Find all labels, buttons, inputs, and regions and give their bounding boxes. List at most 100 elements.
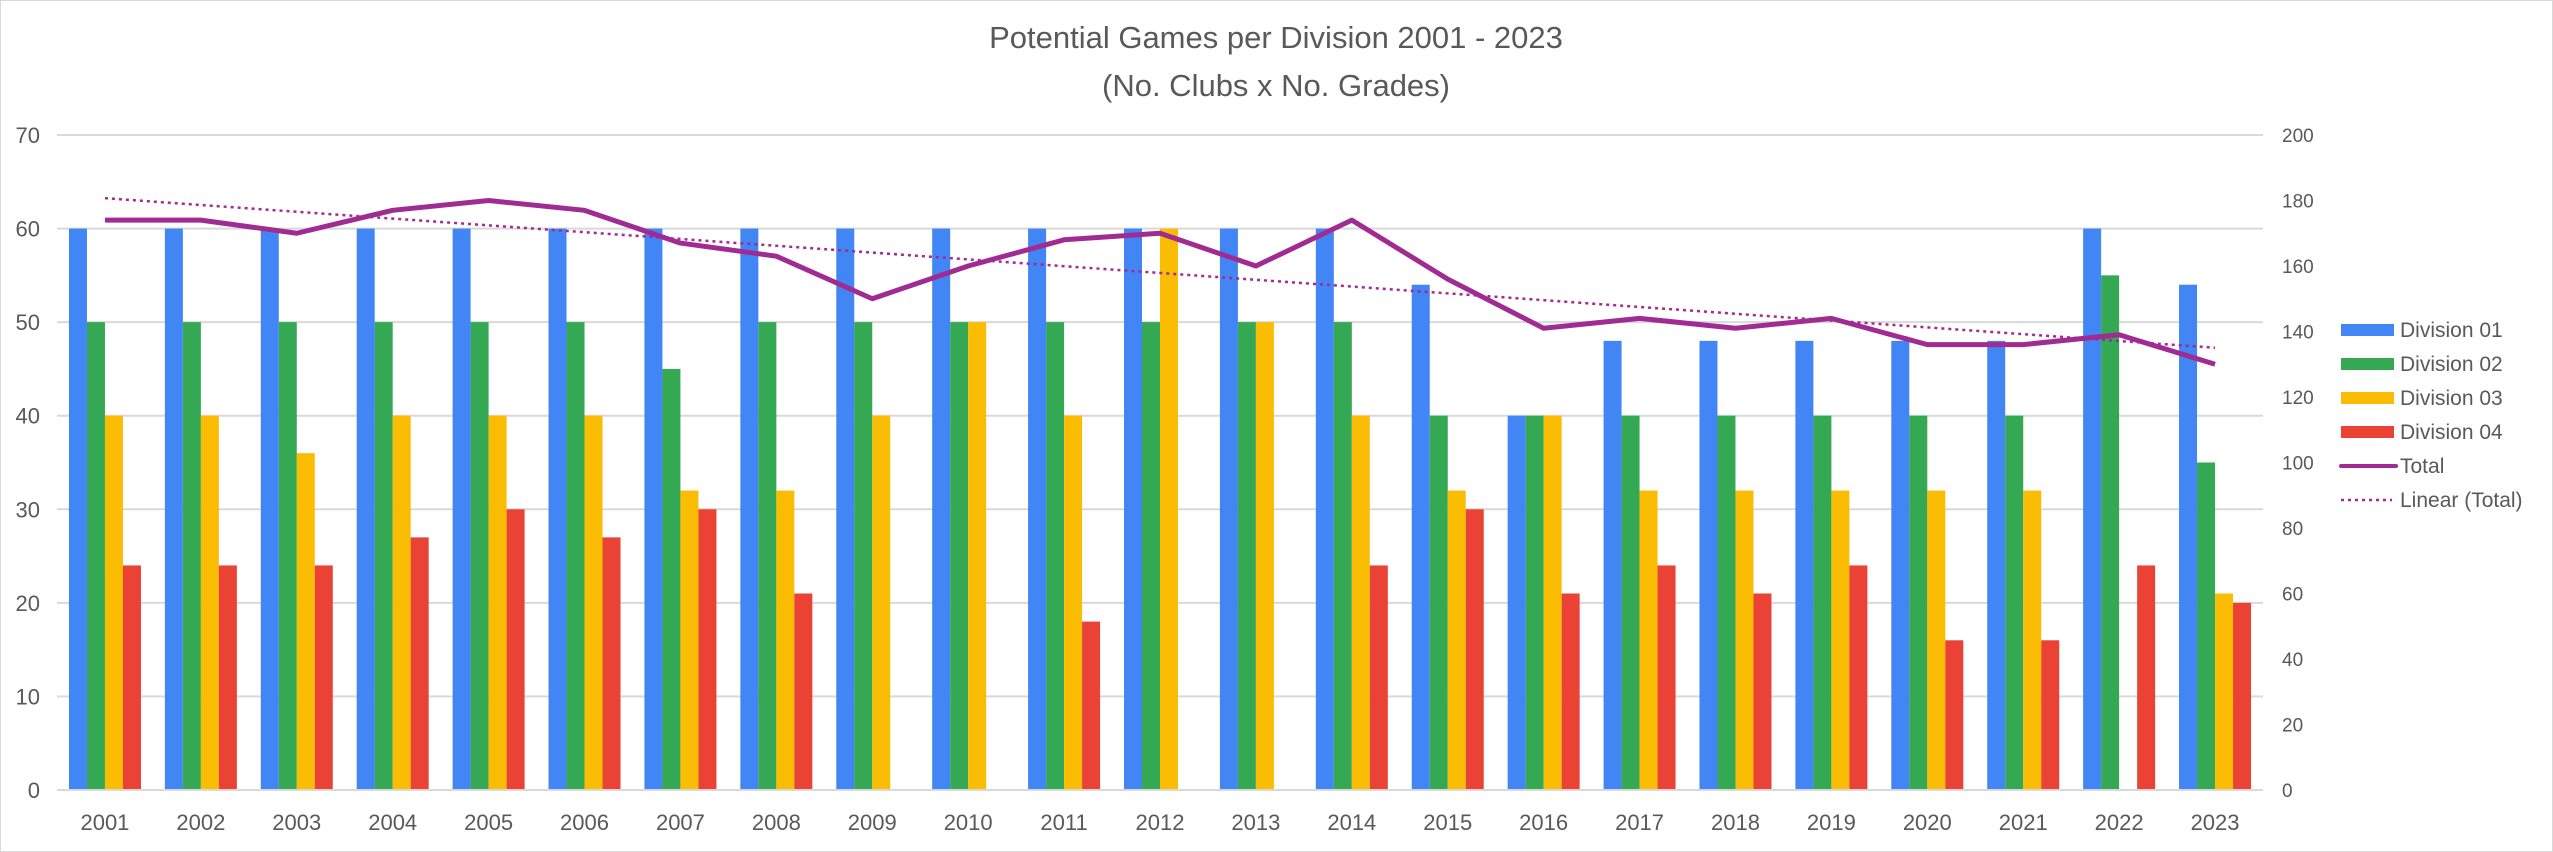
y2-tick-label: 180 [2282, 192, 2314, 213]
bar-division-02 [662, 368, 681, 790]
bar-division-01 [1795, 340, 1814, 790]
bar-division-03 [1927, 490, 1946, 790]
bar-division-04 [2041, 640, 2060, 790]
y-tick-label: 20 [16, 591, 40, 616]
bar-division-02 [2101, 275, 2120, 790]
bar-division-02 [374, 322, 393, 790]
y-tick-label: 30 [16, 497, 40, 522]
bar-division-02 [2197, 462, 2216, 790]
x-tick-label: 2023 [2191, 810, 2240, 835]
y2-tick-label: 40 [2282, 650, 2303, 671]
x-tick-label: 2021 [1999, 810, 2048, 835]
x-tick-label: 2001 [80, 810, 129, 835]
bar-division-02 [1429, 415, 1448, 790]
bar-division-01 [1603, 340, 1622, 790]
bar-division-01 [1411, 284, 1430, 790]
y-tick-label: 0 [28, 778, 40, 803]
bar-division-04 [314, 565, 333, 790]
bar-division-01 [260, 228, 279, 791]
bar-division-02 [854, 322, 873, 790]
y-tick-label: 40 [16, 404, 40, 429]
bar-division-01 [1124, 228, 1142, 791]
y-tick-label: 60 [16, 217, 40, 242]
bar-division-03 [1735, 490, 1754, 790]
x-tick-label: 2007 [656, 810, 705, 835]
bar-division-03 [1447, 490, 1466, 790]
bar-division-04 [1945, 640, 1964, 790]
bar-division-02 [1333, 322, 1352, 790]
y2-tick-label: 100 [2282, 454, 2314, 475]
bar-division-03 [968, 322, 987, 790]
x-tick-label: 2015 [1423, 810, 1472, 835]
bar-division-01 [1891, 340, 1910, 790]
bar-division-01 [1699, 340, 1718, 790]
bar-division-03 [392, 415, 411, 790]
x-tick-label: 2004 [368, 810, 417, 835]
y2-tick-label: 200 [2282, 126, 2314, 147]
bar-division-04 [410, 537, 429, 790]
bar-division-01 [644, 228, 663, 791]
lines [104, 196, 2216, 367]
bar-division-03 [1639, 490, 1658, 790]
bar-division-03 [776, 490, 795, 790]
bar-division-02 [86, 322, 105, 790]
bar-division-01 [1028, 228, 1047, 791]
x-tick-label: 2020 [1903, 810, 1952, 835]
legend-label: Division 01 [2400, 319, 2503, 342]
x-tick-label: 2002 [176, 810, 225, 835]
bar-division-04 [794, 593, 813, 790]
bar-division-02 [182, 322, 201, 790]
legend-label: Division 03 [2400, 387, 2503, 410]
bar-division-02 [566, 322, 585, 790]
bar-division-01 [1507, 415, 1526, 790]
bar-division-03 [1064, 415, 1083, 790]
bar-division-01 [452, 228, 471, 791]
x-tick-label: 2022 [2095, 810, 2144, 835]
y-tick-label: 10 [16, 684, 40, 709]
bar-division-03 [1351, 415, 1370, 790]
bar-division-01 [356, 228, 375, 791]
bar-division-03 [2215, 593, 2234, 790]
bar-division-01 [1987, 340, 2006, 790]
x-tick-label: 2018 [1711, 810, 1760, 835]
legend-label: Division 02 [2400, 353, 2503, 376]
bar-division-04 [1657, 565, 1676, 790]
bar-division-03 [1831, 490, 1850, 790]
y2-tick-label: 140 [2282, 323, 2314, 344]
x-tick-label: 2012 [1136, 810, 1185, 835]
bar-division-01 [1315, 228, 1334, 791]
y2-tick-label: 160 [2282, 257, 2314, 278]
bar-division-02 [1237, 322, 1256, 790]
legend-swatch [2341, 426, 2394, 438]
bar-division-01 [164, 228, 183, 791]
bar-division-04 [2233, 602, 2252, 790]
y2-tick-label: 120 [2282, 388, 2314, 409]
x-tick-label: 2009 [848, 810, 897, 835]
x-tick-label: 2005 [464, 810, 513, 835]
bar-division-01 [548, 228, 567, 791]
x-tick-label: 2013 [1231, 810, 1280, 835]
bar-division-04 [1465, 509, 1484, 790]
bar-division-04 [122, 565, 141, 790]
x-tick-label: 2003 [272, 810, 321, 835]
bar-division-03 [680, 490, 699, 790]
chart-title: Potential Games per Division 2001 - 2023 [989, 20, 1563, 55]
bar-division-03 [488, 415, 507, 790]
bar-division-04 [1082, 621, 1101, 790]
bar-division-02 [1046, 322, 1065, 790]
x-tick-label: 2006 [560, 810, 609, 835]
bar-division-02 [950, 322, 969, 790]
bar-division-02 [470, 322, 489, 790]
legend-label: Linear (Total) [2400, 489, 2523, 512]
bar-division-03 [2023, 490, 2042, 790]
bar-division-04 [1561, 593, 1580, 790]
bar-division-01 [2083, 228, 2102, 791]
total-line [104, 198, 2216, 367]
axes: 0 10 20 30 40 50 60 70 0 20 40 60 80 100 120 140 160 180 2… [16, 123, 2314, 835]
chart-subtitle: (No. Clubs x No. Grades) [1102, 68, 1450, 103]
bars [68, 228, 2252, 791]
bar-division-02 [278, 322, 297, 790]
trendline [104, 196, 2216, 350]
bar-division-02 [1717, 415, 1736, 790]
